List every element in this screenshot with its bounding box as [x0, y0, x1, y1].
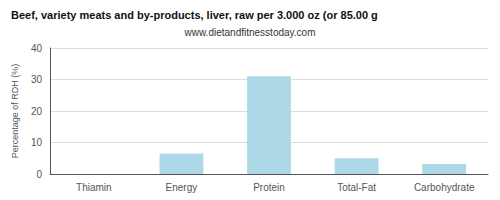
svg-text:Beef, variety meats and by-pro: Beef, variety meats and by-products, liv… [11, 9, 378, 21]
svg-text:10: 10 [31, 137, 43, 148]
svg-text:Carbohydrate: Carbohydrate [414, 182, 475, 193]
svg-text:Protein: Protein [253, 182, 285, 193]
svg-text:40: 40 [31, 43, 43, 54]
svg-text:0: 0 [36, 169, 42, 180]
svg-text:Thiamin: Thiamin [76, 182, 112, 193]
svg-text:Energy: Energy [166, 182, 198, 193]
svg-text:Percentage of RDH (%): Percentage of RDH (%) [10, 64, 20, 159]
svg-text:www.dietandfitnesstoday.com: www.dietandfitnesstoday.com [184, 27, 316, 38]
svg-text:20: 20 [31, 106, 43, 117]
svg-text:30: 30 [31, 74, 43, 85]
svg-text:Total-Fat: Total-Fat [337, 182, 376, 193]
